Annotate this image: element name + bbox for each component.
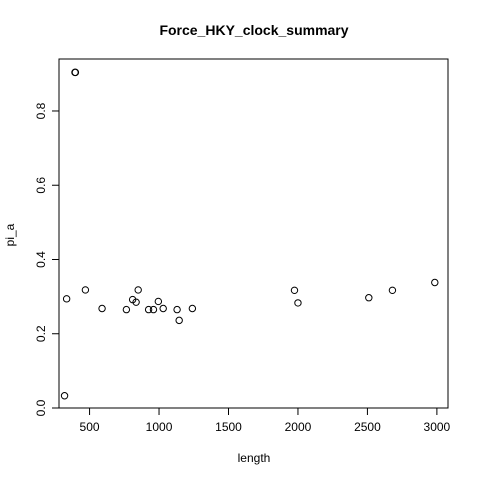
- plot-frame: [58, 58, 449, 409]
- data-points: [60, 68, 439, 400]
- data-point: [175, 316, 183, 325]
- x-tick-label: 1500: [215, 420, 242, 434]
- data-point: [290, 286, 299, 295]
- x-axis-label: length: [238, 451, 271, 465]
- data-point: [188, 304, 197, 313]
- y-tick-label: 0.8: [34, 102, 48, 119]
- chart-title: Force_HKY_clock_summary: [159, 22, 348, 38]
- y-tick-label: 0.6: [34, 177, 48, 194]
- x-tick-label: 2500: [354, 420, 381, 434]
- data-point: [173, 305, 181, 314]
- data-point: [62, 295, 71, 303]
- data-point: [144, 305, 153, 314]
- x-axis: 500 1000 1500 2000 2500 3000: [80, 407, 451, 434]
- data-point: [81, 286, 90, 294]
- data-point: [132, 298, 140, 306]
- data-point: [365, 294, 373, 302]
- data-point: [154, 297, 163, 306]
- y-tick-label: 0.4: [34, 251, 48, 268]
- y-axis-label: pi_a: [3, 223, 17, 246]
- data-point: [134, 286, 142, 294]
- data-point: [122, 305, 131, 314]
- data-point: [60, 392, 69, 400]
- x-tick-label: 500: [80, 420, 100, 434]
- data-point: [431, 278, 439, 287]
- x-tick-label: 3000: [424, 420, 451, 434]
- data-point: [71, 68, 80, 77]
- data-point: [159, 304, 167, 313]
- y-axis: 0.0 0.2 0.4 0.6 0.8: [34, 102, 60, 416]
- data-point: [149, 305, 158, 314]
- data-point: [98, 304, 106, 313]
- y-tick-label: 0.2: [34, 325, 48, 342]
- data-point: [388, 286, 397, 295]
- x-tick-label: 1000: [146, 420, 173, 434]
- data-point: [294, 299, 302, 307]
- y-tick-label: 0.0: [34, 399, 48, 416]
- x-tick-label: 2000: [285, 420, 312, 434]
